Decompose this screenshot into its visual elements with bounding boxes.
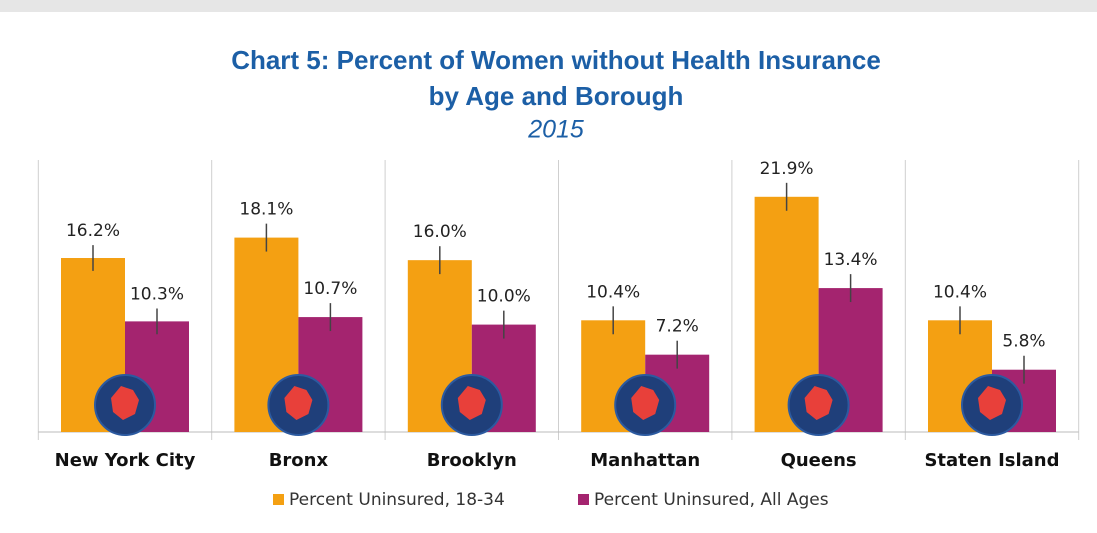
legend-label: Percent Uninsured, 18-34 — [289, 490, 505, 510]
legend-label: Percent Uninsured, All Ages — [594, 490, 829, 510]
value-label: 16.2% — [66, 221, 120, 241]
borough-shape — [457, 386, 486, 420]
value-label: 21.9% — [760, 159, 814, 179]
borough-shape — [631, 386, 660, 420]
chart-subtitle: 2015 — [527, 116, 584, 144]
value-label: 5.8% — [1002, 332, 1045, 352]
value-label: 7.2% — [656, 317, 699, 337]
borough-shape — [978, 386, 1006, 420]
value-label: 18.1% — [239, 200, 293, 220]
chart-title-line2: by Age and Borough — [429, 81, 684, 111]
value-label: 10.7% — [303, 279, 357, 299]
value-label: 10.0% — [477, 287, 531, 307]
chart-title: Chart 5: Percent of Women without Health… — [231, 45, 881, 75]
x-tick-label: Manhattan — [590, 450, 700, 471]
scan-edge — [0, 0, 1097, 12]
x-tick-label: Brooklyn — [427, 450, 517, 471]
x-tick-label: Bronx — [269, 450, 329, 471]
borough-shape — [284, 386, 313, 420]
legend-swatch — [578, 494, 589, 505]
x-tick-label: Queens — [781, 450, 857, 471]
borough-shape — [804, 386, 833, 420]
x-tick-label: New York City — [55, 450, 196, 471]
value-label: 10.4% — [933, 282, 987, 302]
borough-shape — [111, 386, 139, 420]
value-label: 16.0% — [413, 222, 467, 242]
x-tick-label: Staten Island — [924, 450, 1059, 471]
value-label: 10.3% — [130, 284, 184, 304]
value-label: 10.4% — [586, 282, 640, 302]
legend-swatch — [273, 494, 284, 505]
value-label: 13.4% — [824, 250, 878, 270]
